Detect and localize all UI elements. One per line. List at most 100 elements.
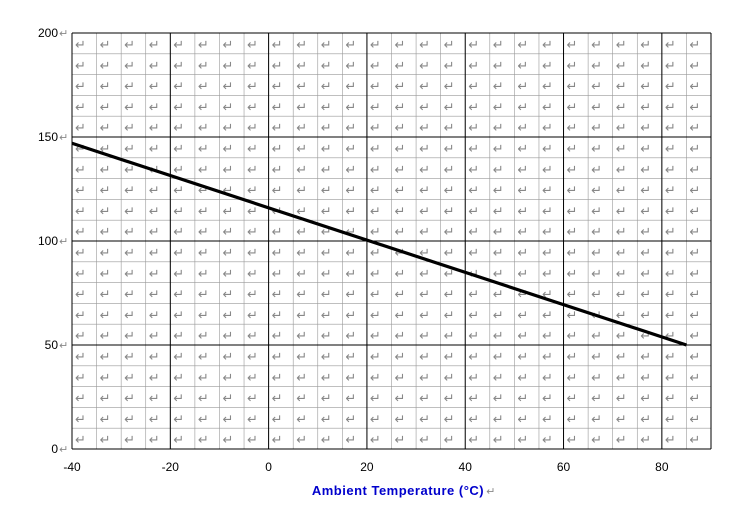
- return-mark-icon: ↵: [124, 245, 135, 260]
- return-mark-icon: ↵: [542, 79, 553, 94]
- x-tick-label: 20: [360, 460, 374, 474]
- return-mark-icon: ↵: [395, 287, 406, 302]
- return-mark-icon: ↵: [198, 370, 209, 385]
- return-mark-icon: ↵: [640, 183, 651, 198]
- return-mark-icon: ↵: [616, 203, 627, 218]
- return-mark-icon: ↵: [345, 287, 356, 302]
- return-mark-icon: ↵: [616, 58, 627, 73]
- return-mark-icon: ↵: [370, 328, 381, 343]
- return-mark-icon: ↵: [198, 141, 209, 156]
- return-mark-icon: ↵: [222, 58, 233, 73]
- return-mark-icon: ↵: [272, 349, 283, 364]
- return-mark-icon: ↵: [419, 224, 430, 239]
- return-mark-icon: ↵: [100, 162, 111, 177]
- return-mark-icon: ↵: [124, 37, 135, 52]
- return-mark-icon: ↵: [591, 411, 602, 426]
- return-mark-icon: ↵: [345, 266, 356, 281]
- return-mark-icon: ↵: [444, 287, 455, 302]
- return-mark-icon: ↵: [567, 224, 578, 239]
- return-mark-icon: ↵: [149, 79, 160, 94]
- return-mark-icon: ↵: [321, 432, 332, 447]
- return-mark-icon: ↵: [173, 266, 184, 281]
- return-mark-icon: ↵: [542, 370, 553, 385]
- x-tick-label: 60: [557, 460, 571, 474]
- return-mark-icon: ↵: [395, 79, 406, 94]
- return-mark-icon: ↵: [493, 162, 504, 177]
- return-mark-icon: ↵: [689, 141, 700, 156]
- return-mark-icon: ↵: [640, 120, 651, 135]
- return-mark-icon: ↵: [370, 287, 381, 302]
- return-mark-icon: ↵: [616, 141, 627, 156]
- return-mark-icon: ↵: [345, 245, 356, 260]
- return-mark-icon: ↵: [665, 432, 676, 447]
- return-mark-icon: ↵: [173, 79, 184, 94]
- return-mark-icon: ↵: [665, 287, 676, 302]
- return-mark-icon: ↵: [468, 349, 479, 364]
- return-mark-icon: ↵: [419, 58, 430, 73]
- y-tick-return-icon: ↵: [59, 132, 68, 144]
- return-mark-icon: ↵: [468, 224, 479, 239]
- return-mark-icon: ↵: [370, 370, 381, 385]
- return-mark-icon: ↵: [493, 307, 504, 322]
- return-mark-icon: ↵: [272, 79, 283, 94]
- cell-markers: ↵ ↵ ↵ ↵ ↵ ↵ ↵ ↵ ↵ ↵ ↵ ↵ ↵ ↵ ↵ ↵ ↵ ↵ ↵ ↵ ↵ ↵ ↵ ↵ ↵ ↵ ↵ ↵ ↵ ↵ ↵ ↵ ↵ ↵ ↵ ↵ ↵ ↵ ↵ ↵…: [75, 37, 700, 447]
- return-mark-icon: ↵: [493, 203, 504, 218]
- return-mark-icon: ↵: [222, 349, 233, 364]
- return-mark-icon: ↵: [665, 245, 676, 260]
- return-mark-icon: ↵: [419, 99, 430, 114]
- return-mark-icon: ↵: [444, 391, 455, 406]
- return-mark-icon: ↵: [616, 120, 627, 135]
- x-tick-label: -20: [162, 460, 180, 474]
- return-mark-icon: ↵: [345, 120, 356, 135]
- return-mark-icon: ↵: [395, 183, 406, 198]
- return-mark-icon: ↵: [345, 141, 356, 156]
- return-mark-icon: ↵: [75, 307, 86, 322]
- return-mark-icon: ↵: [198, 79, 209, 94]
- return-mark-icon: ↵: [616, 79, 627, 94]
- return-mark-icon: ↵: [198, 391, 209, 406]
- return-mark-icon: ↵: [444, 141, 455, 156]
- return-mark-icon: ↵: [173, 224, 184, 239]
- return-mark-icon: ↵: [444, 99, 455, 114]
- return-mark-icon: ↵: [321, 307, 332, 322]
- return-mark-icon: ↵: [124, 391, 135, 406]
- return-mark-icon: ↵: [272, 432, 283, 447]
- return-mark-icon: ↵: [124, 370, 135, 385]
- return-mark-icon: ↵: [419, 411, 430, 426]
- return-mark-icon: ↵: [124, 307, 135, 322]
- return-mark-icon: ↵: [370, 99, 381, 114]
- return-mark-icon: ↵: [468, 120, 479, 135]
- return-mark-icon: ↵: [124, 58, 135, 73]
- return-mark-icon: ↵: [296, 183, 307, 198]
- return-mark-icon: ↵: [296, 58, 307, 73]
- return-mark-icon: ↵: [689, 349, 700, 364]
- return-mark-icon: ↵: [198, 411, 209, 426]
- return-mark-icon: ↵: [222, 411, 233, 426]
- return-mark-icon: ↵: [468, 411, 479, 426]
- return-mark-icon: ↵: [149, 266, 160, 281]
- return-mark-icon: ↵: [419, 328, 430, 343]
- return-mark-icon: ↵: [321, 349, 332, 364]
- return-mark-icon: ↵: [173, 432, 184, 447]
- return-mark-icon: ↵: [567, 203, 578, 218]
- return-mark-icon: ↵: [222, 432, 233, 447]
- return-mark-icon: ↵: [689, 411, 700, 426]
- return-mark-icon: ↵: [493, 141, 504, 156]
- return-mark-icon: ↵: [321, 162, 332, 177]
- return-mark-icon: ↵: [665, 266, 676, 281]
- return-mark-icon: ↵: [100, 245, 111, 260]
- return-mark-icon: ↵: [395, 432, 406, 447]
- return-mark-icon: ↵: [542, 37, 553, 52]
- return-mark-icon: ↵: [321, 328, 332, 343]
- return-mark-icon: ↵: [100, 224, 111, 239]
- return-mark-icon: ↵: [198, 266, 209, 281]
- return-mark-icon: ↵: [689, 370, 700, 385]
- return-mark-icon: ↵: [75, 370, 86, 385]
- return-mark-icon: ↵: [542, 391, 553, 406]
- return-mark-icon: ↵: [75, 79, 86, 94]
- return-mark-icon: ↵: [640, 349, 651, 364]
- return-mark-icon: ↵: [100, 432, 111, 447]
- return-mark-icon: ↵: [567, 411, 578, 426]
- x-tick-label: 80: [655, 460, 669, 474]
- return-mark-icon: ↵: [222, 307, 233, 322]
